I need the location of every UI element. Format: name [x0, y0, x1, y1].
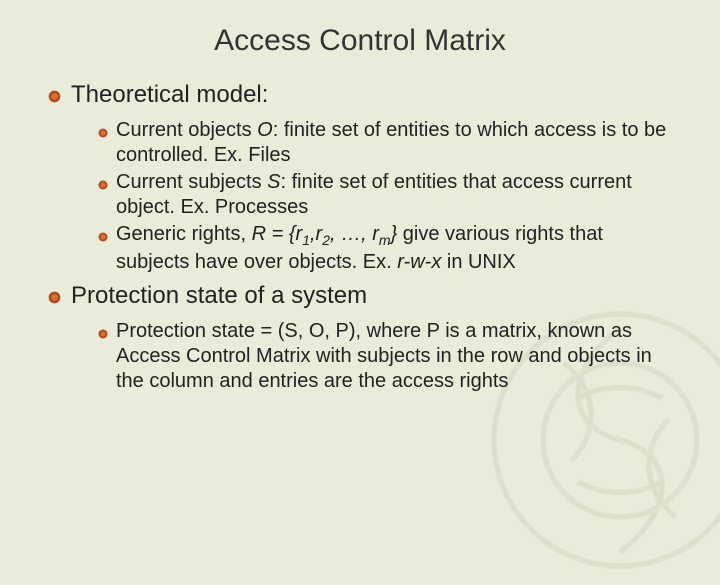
slide-title: Access Control Matrix [40, 24, 680, 58]
bullet-icon [98, 326, 108, 344]
bullet-icon [48, 291, 61, 309]
list-item: Generic rights, R = {r1,r2, …, rm} give … [98, 222, 680, 275]
heading-text: Protection state of a system [71, 281, 367, 311]
list-item: Current subjects S: finite set of entiti… [98, 170, 680, 220]
slide-body: Theoretical model: Current objects O: fi… [40, 80, 680, 394]
bullet-icon [48, 90, 61, 108]
heading-text: Theoretical model: [71, 80, 268, 110]
list-item-text: Current subjects S: finite set of entiti… [116, 170, 676, 220]
list-item: Current objects O: finite set of entitie… [98, 118, 680, 168]
list-item: Protection state = (S, O, P), where P is… [98, 319, 680, 394]
list-item-text: Protection state = (S, O, P), where P is… [116, 319, 676, 394]
list-item-text: Generic rights, R = {r1,r2, …, rm} give … [116, 222, 676, 275]
bullet-icon [98, 177, 108, 195]
section-heading: Theoretical model: [48, 80, 680, 110]
bullet-icon [98, 125, 108, 143]
slide-content: Access Control Matrix Theoretical model:… [0, 0, 720, 416]
bullet-icon [98, 229, 108, 247]
section-heading: Protection state of a system [48, 281, 680, 311]
list-item-text: Current objects O: finite set of entitie… [116, 118, 676, 168]
